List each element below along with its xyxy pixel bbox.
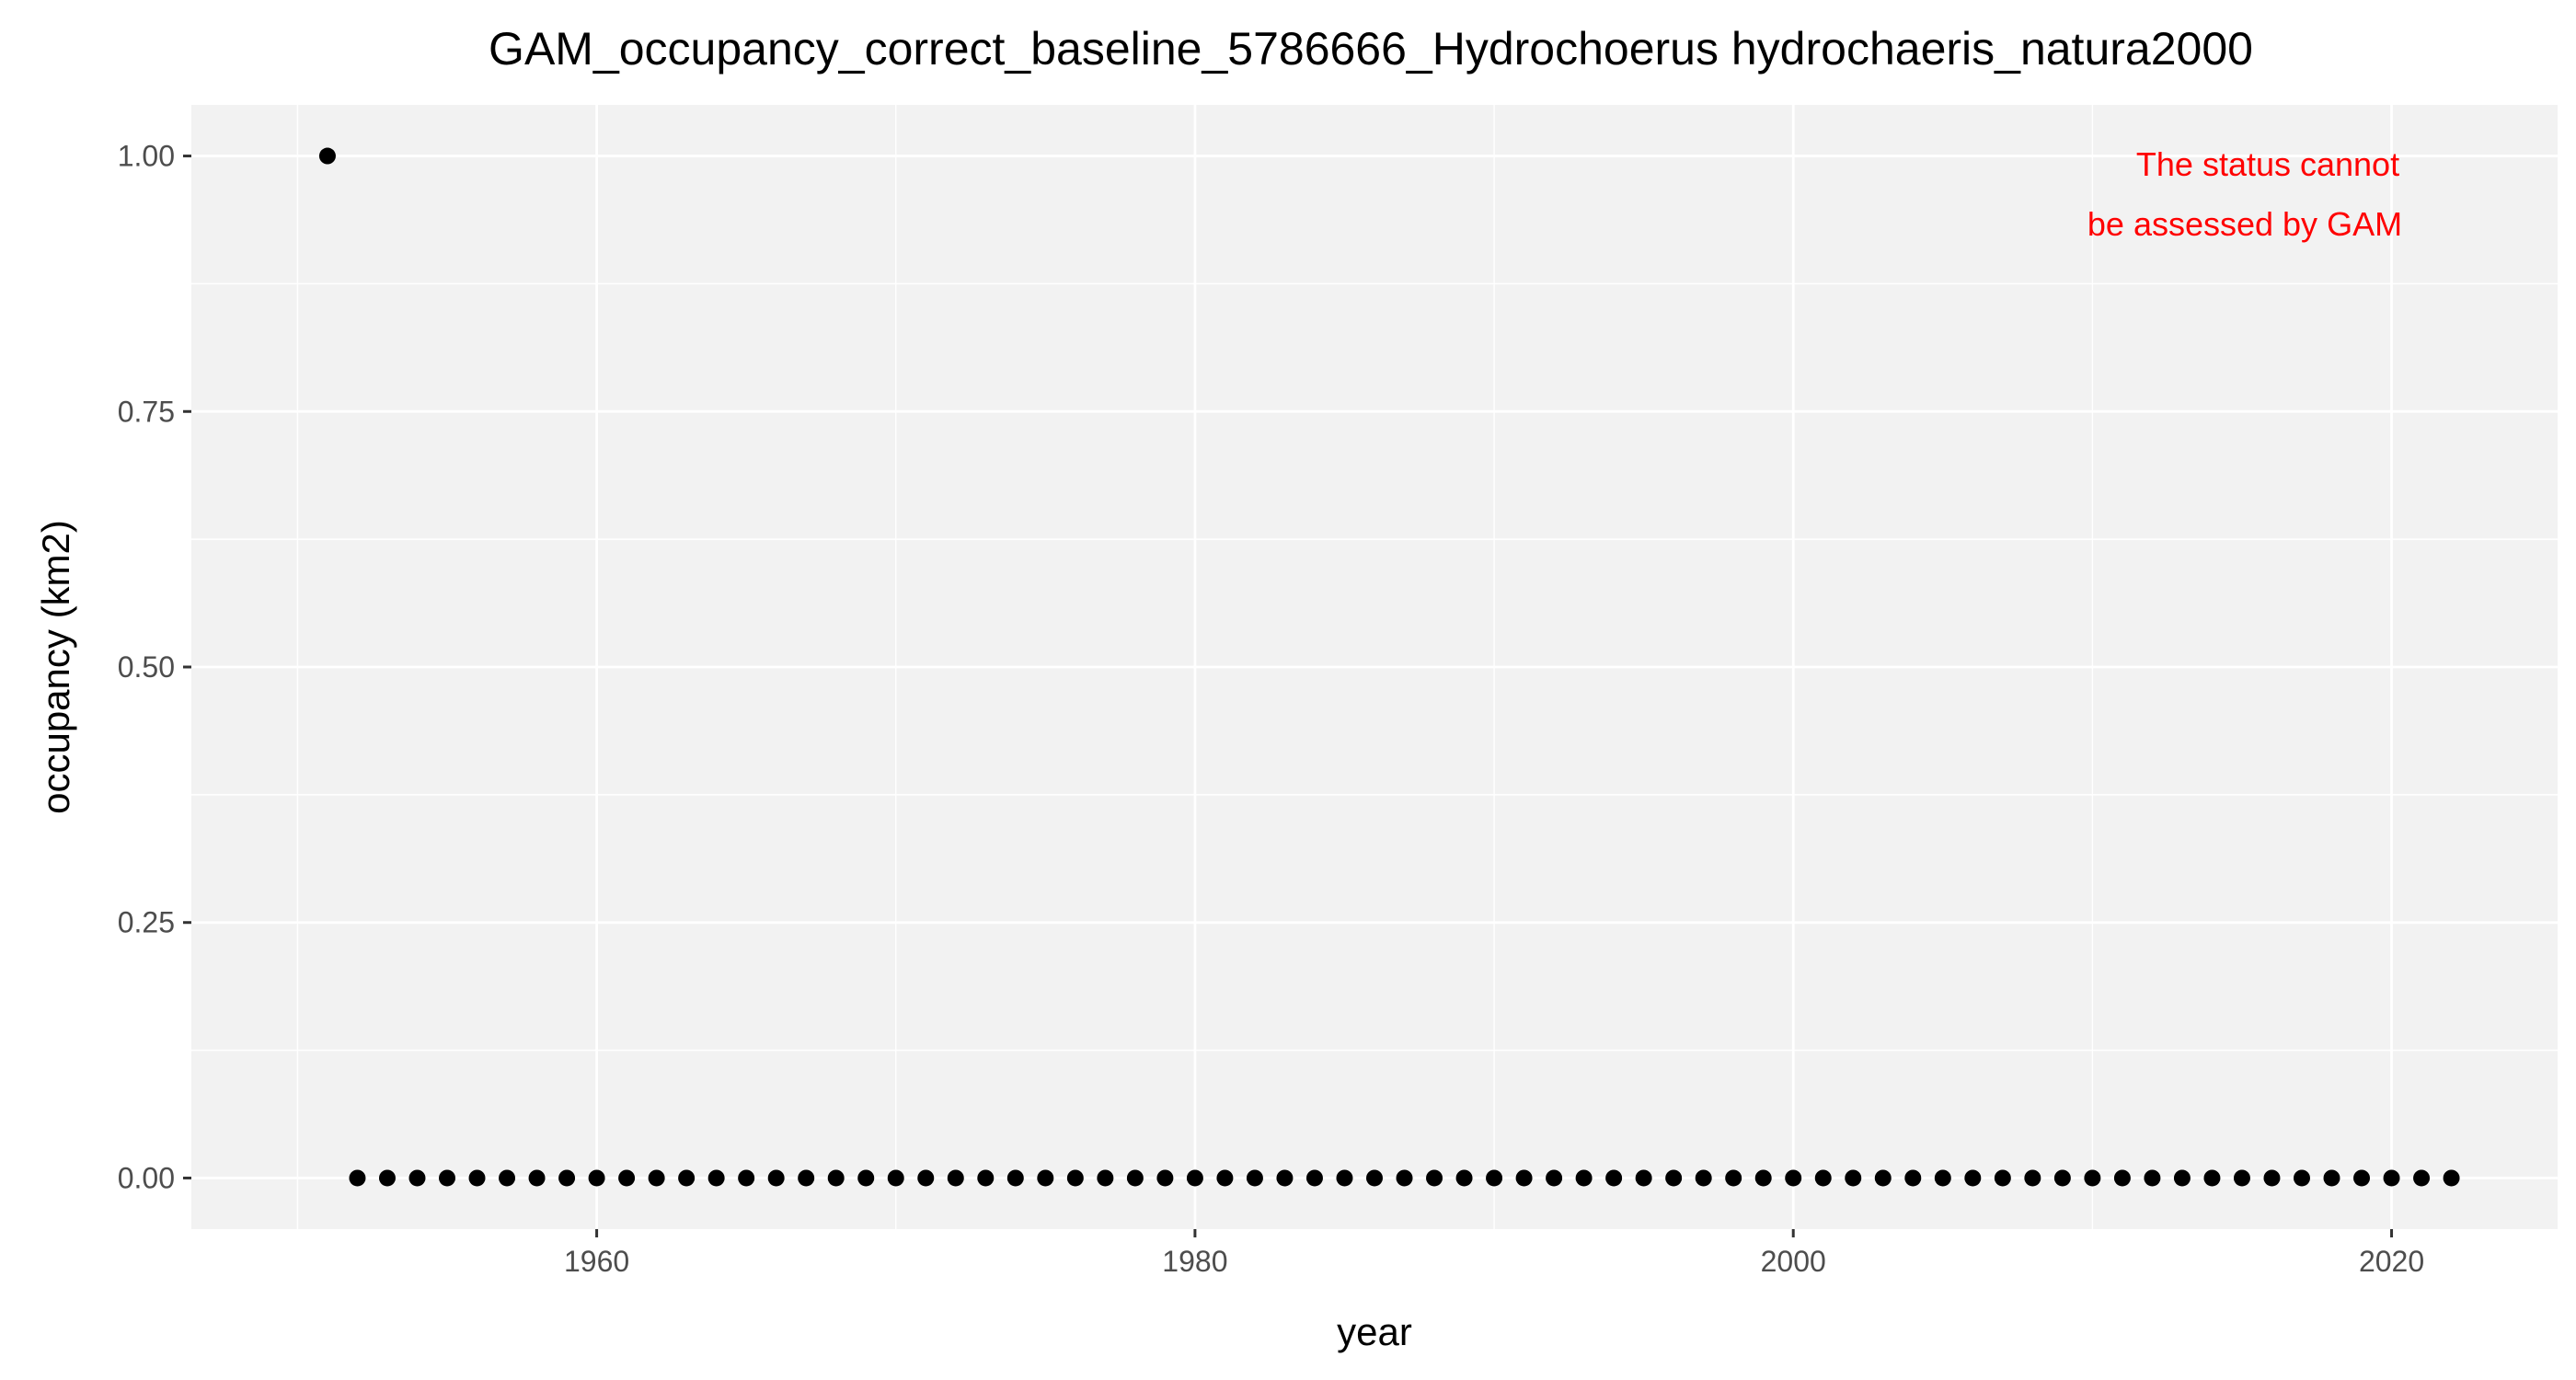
data-point	[1605, 1169, 1623, 1187]
x-tick-label: 1960	[564, 1245, 629, 1278]
major-gridlines	[191, 105, 2558, 1229]
data-point	[1426, 1169, 1443, 1187]
data-point	[1874, 1169, 1892, 1187]
data-point	[2323, 1169, 2340, 1187]
data-point	[2113, 1169, 2131, 1187]
data-point	[468, 1169, 486, 1187]
data-point	[798, 1169, 815, 1187]
data-point	[2144, 1169, 2161, 1187]
data-point	[887, 1169, 904, 1187]
data-point	[707, 1169, 725, 1187]
x-tick-label: 1980	[1162, 1245, 1227, 1278]
chart-title: GAM_occupancy_correct_baseline_5786666_H…	[489, 23, 2253, 75]
annotation-line-1: The status cannot	[2136, 145, 2399, 183]
data-point	[977, 1169, 995, 1187]
data-point	[1695, 1169, 1712, 1187]
data-point	[2233, 1169, 2250, 1187]
data-point	[499, 1169, 516, 1187]
data-point	[2084, 1169, 2101, 1187]
data-point	[2443, 1169, 2460, 1187]
data-point	[1305, 1169, 1323, 1187]
data-point	[1486, 1169, 1503, 1187]
data-point	[827, 1169, 845, 1187]
data-point	[1575, 1169, 1593, 1187]
data-point	[1097, 1169, 1114, 1187]
data-point	[1934, 1169, 1951, 1187]
data-point	[2293, 1169, 2310, 1187]
data-point	[1037, 1169, 1054, 1187]
data-point	[1246, 1169, 1263, 1187]
data-point	[1066, 1169, 1084, 1187]
annotation-line-2: be assessed by GAM	[2087, 205, 2402, 243]
data-point	[2413, 1169, 2431, 1187]
data-point	[1665, 1169, 1683, 1187]
data-point	[1546, 1169, 1563, 1187]
x-axis: 1960 1980 2000 2020	[564, 1229, 2424, 1278]
data-point	[2173, 1169, 2191, 1187]
data-point	[1396, 1169, 1413, 1187]
data-points	[318, 147, 2460, 1187]
data-point	[1006, 1169, 1024, 1187]
data-point	[318, 147, 336, 165]
data-point	[1515, 1169, 1533, 1187]
data-point	[378, 1169, 396, 1187]
y-tick-label: 0.25	[118, 906, 175, 939]
data-point	[528, 1169, 546, 1187]
y-axis: 0.00 0.25 0.50 0.75 1.00	[118, 140, 191, 1194]
data-point	[439, 1169, 456, 1187]
y-tick-label: 1.00	[118, 140, 175, 173]
data-point	[408, 1169, 426, 1187]
data-point	[1725, 1169, 1742, 1187]
data-point	[588, 1169, 605, 1187]
minor-gridlines	[191, 105, 2558, 1229]
x-tick-label: 2000	[1761, 1245, 1826, 1278]
data-point	[917, 1169, 935, 1187]
x-axis-title: year	[1337, 1310, 1412, 1353]
data-point	[349, 1169, 366, 1187]
data-point	[738, 1169, 755, 1187]
data-point	[1366, 1169, 1383, 1187]
data-point	[1126, 1169, 1144, 1187]
y-axis-title: occupancy (km2)	[34, 520, 77, 814]
data-point	[1964, 1169, 1982, 1187]
data-point	[767, 1169, 785, 1187]
data-point	[2353, 1169, 2371, 1187]
data-point	[1814, 1169, 1832, 1187]
data-point	[1635, 1169, 1652, 1187]
data-point	[678, 1169, 696, 1187]
data-point	[1845, 1169, 1862, 1187]
data-point	[2053, 1169, 2071, 1187]
x-tick-label: 2020	[2359, 1245, 2424, 1278]
data-point	[1455, 1169, 1473, 1187]
data-point	[2203, 1169, 2221, 1187]
data-point	[947, 1169, 964, 1187]
data-point	[558, 1169, 576, 1187]
y-tick-label: 0.75	[118, 395, 175, 428]
data-point	[857, 1169, 875, 1187]
data-point	[1216, 1169, 1234, 1187]
y-tick-label: 0.00	[118, 1161, 175, 1194]
data-point	[1754, 1169, 1772, 1187]
data-point	[1994, 1169, 2011, 1187]
data-point	[1276, 1169, 1294, 1187]
data-point	[1336, 1169, 1353, 1187]
data-point	[1785, 1169, 1802, 1187]
y-tick-label: 0.50	[118, 650, 175, 684]
data-point	[2024, 1169, 2041, 1187]
data-point	[618, 1169, 636, 1187]
data-point	[2263, 1169, 2281, 1187]
data-point	[648, 1169, 665, 1187]
status-annotation: The status cannot be assessed by GAM	[2087, 145, 2402, 243]
data-point	[1186, 1169, 1203, 1187]
data-point	[2383, 1169, 2400, 1187]
data-point	[1904, 1169, 1922, 1187]
data-point	[1156, 1169, 1174, 1187]
